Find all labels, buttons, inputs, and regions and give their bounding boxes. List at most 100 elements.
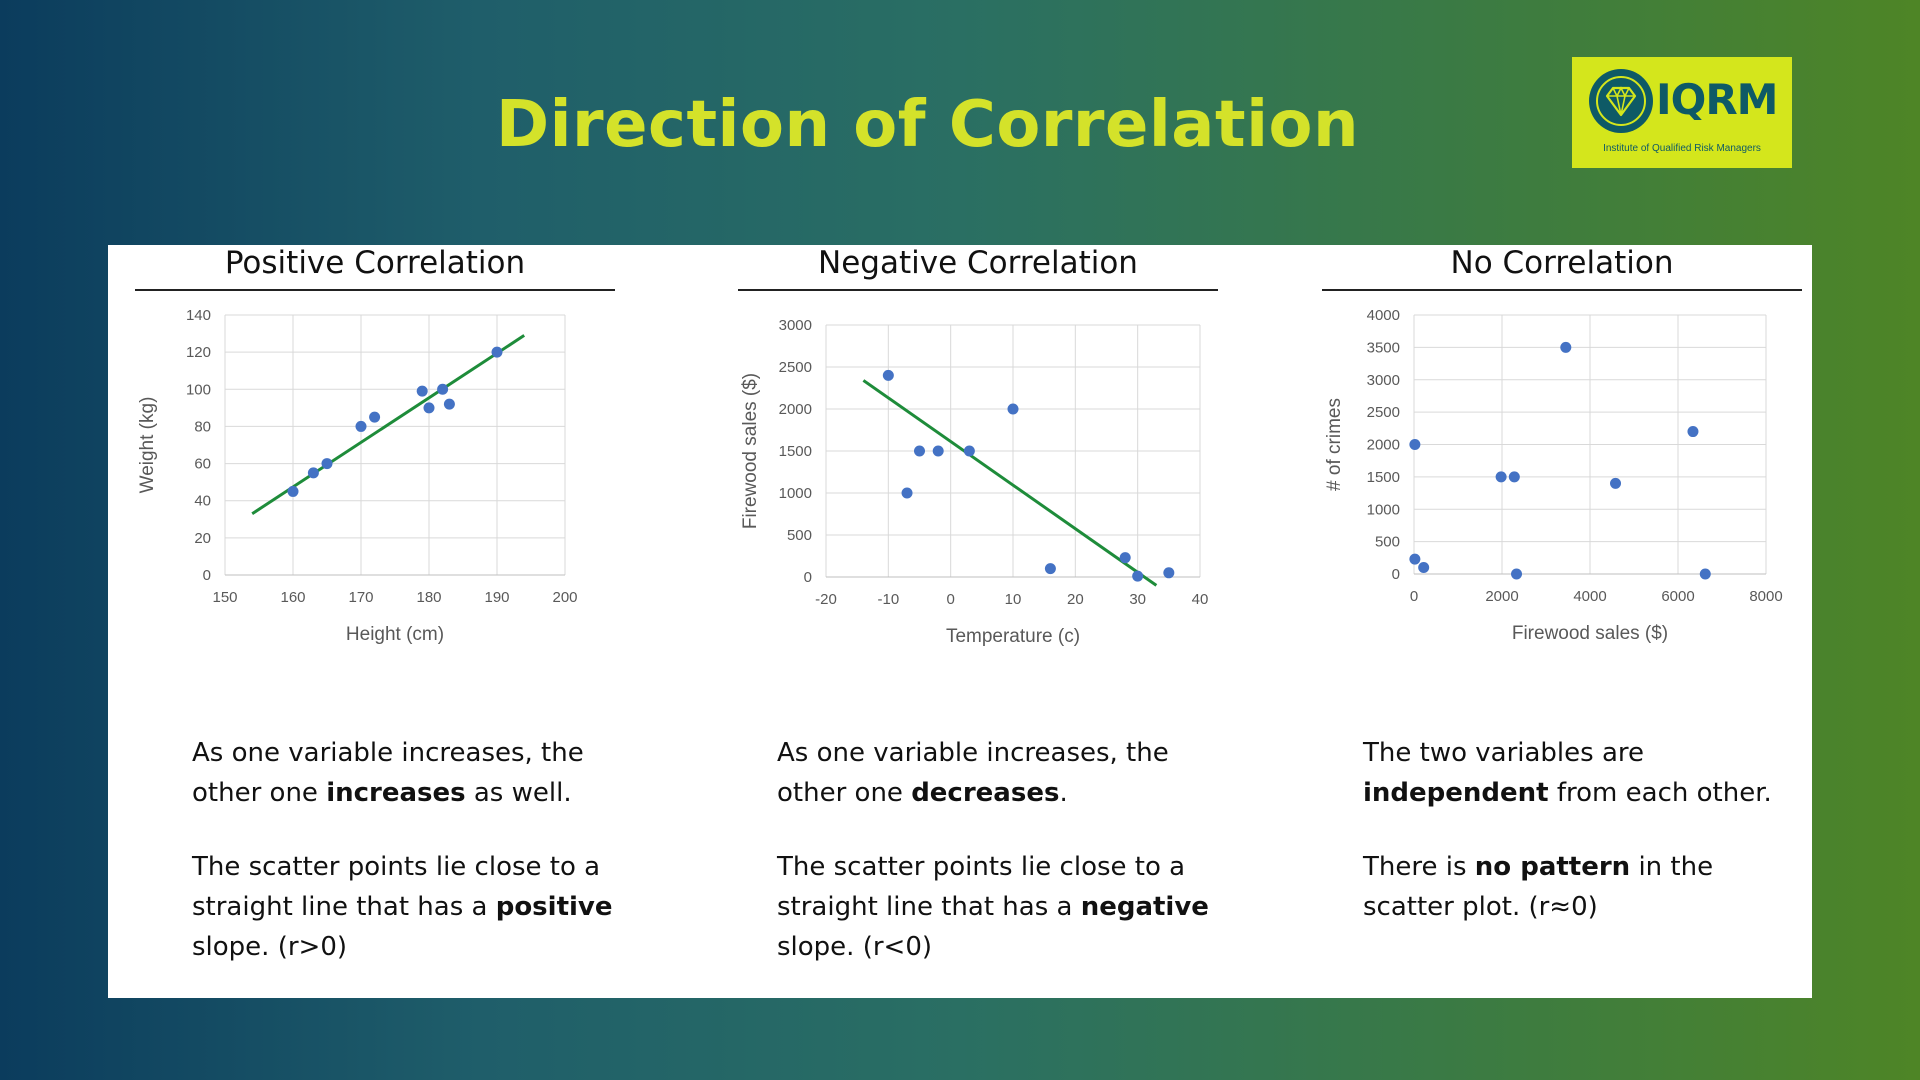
description-none: The two variables are independent from e… — [1363, 733, 1803, 927]
y-tick-label: 2000 — [1367, 437, 1400, 454]
data-point — [369, 411, 381, 423]
x-tick-label: 150 — [212, 589, 237, 606]
description-text: in the scatter plot. (r≈0) — [1363, 852, 1714, 922]
trendline — [862, 379, 1158, 587]
y-tick-label: 60 — [194, 456, 211, 473]
description-emphasis: no pattern — [1474, 852, 1631, 882]
data-point — [1687, 426, 1699, 438]
description-positive: As one variable increases, the other one… — [192, 733, 632, 967]
description-negative: As one variable increases, the other one… — [777, 733, 1217, 967]
y-tick-label: 1000 — [1367, 501, 1400, 518]
description-paragraph: The scatter points lie close to a straig… — [192, 847, 632, 967]
data-point — [1560, 341, 1572, 353]
divider — [738, 289, 1218, 291]
data-point — [443, 398, 455, 410]
x-axis-label: Firewood sales ($) — [1512, 623, 1668, 644]
description-emphasis: negative — [1080, 892, 1209, 922]
data-point — [1119, 552, 1131, 564]
y-axis-label: Weight (kg) — [137, 397, 158, 494]
page-title: Direction of Correlation — [495, 88, 1360, 162]
x-tick-label: 4000 — [1573, 588, 1606, 605]
logo: IQRM Institute of Qualified Risk Manager… — [1572, 57, 1792, 168]
y-axis-label: # of crimes — [1324, 398, 1345, 491]
logo-tagline: Institute of Qualified Risk Managers — [1603, 143, 1761, 154]
logo-name: IQRM — [1656, 75, 1778, 124]
column-title: Positive Correlation — [224, 245, 526, 281]
description-emphasis: independent — [1363, 778, 1549, 808]
data-point — [901, 487, 913, 499]
description-text: The scatter points lie close to a straig… — [777, 852, 1186, 922]
description-text: There is — [1363, 852, 1475, 882]
data-point — [1163, 567, 1175, 579]
description-paragraph: As one variable increases, the other one… — [192, 733, 632, 813]
x-tick-label: 160 — [280, 589, 305, 606]
y-tick-label: 4000 — [1367, 307, 1400, 324]
y-tick-label: 500 — [1375, 534, 1400, 551]
y-tick-label: 0 — [1392, 566, 1400, 583]
description-text: As one variable increases, the other one — [777, 738, 1169, 808]
x-tick-label: 0 — [946, 591, 954, 608]
x-axis-label: Height (cm) — [346, 624, 444, 645]
x-tick-label: 170 — [348, 589, 373, 606]
x-tick-label: 180 — [416, 589, 441, 606]
y-tick-label: 2500 — [1367, 404, 1400, 421]
y-tick-label: 20 — [194, 530, 211, 547]
x-tick-label: 2000 — [1485, 588, 1518, 605]
y-tick-label: 0 — [203, 567, 211, 584]
x-tick-label: 10 — [1005, 591, 1022, 608]
x-tick-label: 20 — [1067, 591, 1084, 608]
column-title: No Correlation — [1450, 245, 1674, 281]
data-point — [287, 485, 299, 497]
x-tick-label: 200 — [552, 589, 577, 606]
y-tick-label: 3000 — [1367, 372, 1400, 389]
x-tick-label: -10 — [877, 591, 899, 608]
data-point — [882, 369, 894, 381]
data-point — [307, 467, 319, 479]
data-point — [1610, 477, 1622, 489]
data-point — [1007, 403, 1019, 415]
divider — [1322, 289, 1802, 291]
description-text: As one variable increases, the other one — [192, 738, 584, 808]
divider — [135, 289, 615, 291]
x-tick-label: 190 — [484, 589, 509, 606]
y-tick-label: 500 — [787, 527, 812, 544]
y-axis-label: Firewood sales ($) — [740, 373, 761, 529]
description-paragraph: There is no pattern in the scatter plot.… — [1363, 847, 1803, 927]
positive-scatter-chart: 150 160 170 180 190 200 0 20 40 60 80 100 120 140 Heig… — [137, 307, 578, 645]
description-paragraph: The two variables are independent from e… — [1363, 733, 1803, 813]
data-point — [437, 383, 449, 395]
x-tick-label: 30 — [1129, 591, 1146, 608]
x-tick-label: 40 — [1192, 591, 1209, 608]
description-text: as well. — [465, 778, 572, 808]
data-point — [1044, 563, 1056, 575]
data-point — [1132, 570, 1144, 582]
x-axis-label: Temperature (c) — [946, 626, 1080, 647]
diamond-icon — [1589, 69, 1653, 133]
y-tick-label: 80 — [194, 418, 211, 435]
trendline — [251, 334, 526, 515]
y-tick-label: 0 — [804, 569, 812, 586]
description-text: The two variables are — [1363, 738, 1644, 768]
data-point — [1409, 439, 1421, 450]
x-tick-label: 8000 — [1749, 588, 1782, 605]
data-point — [914, 445, 925, 457]
description-paragraph: The scatter points lie close to a straig… — [777, 847, 1217, 967]
y-tick-label: 2000 — [779, 401, 812, 418]
negative-scatter-chart: -20 -10 0 10 20 30 40 0 500 1000 1500 2000 2500 3000 T… — [740, 317, 1209, 647]
y-tick-label: 120 — [186, 344, 211, 361]
y-tick-label: 2500 — [779, 359, 812, 376]
description-text: slope. (r>0) — [192, 932, 348, 962]
description-emphasis: increases — [326, 778, 466, 808]
data-point — [1418, 562, 1430, 574]
data-point — [1409, 553, 1421, 565]
y-tick-label: 1500 — [1367, 469, 1400, 486]
description-text: from each other. — [1548, 778, 1772, 808]
data-point — [932, 445, 944, 457]
data-point — [423, 402, 435, 414]
description-emphasis: positive — [495, 892, 613, 922]
description-text: slope. (r<0) — [777, 932, 933, 962]
x-tick-label: -20 — [815, 591, 837, 608]
y-tick-label: 1500 — [779, 443, 812, 460]
y-tick-label: 1000 — [779, 485, 812, 502]
y-tick-label: 100 — [186, 381, 211, 398]
